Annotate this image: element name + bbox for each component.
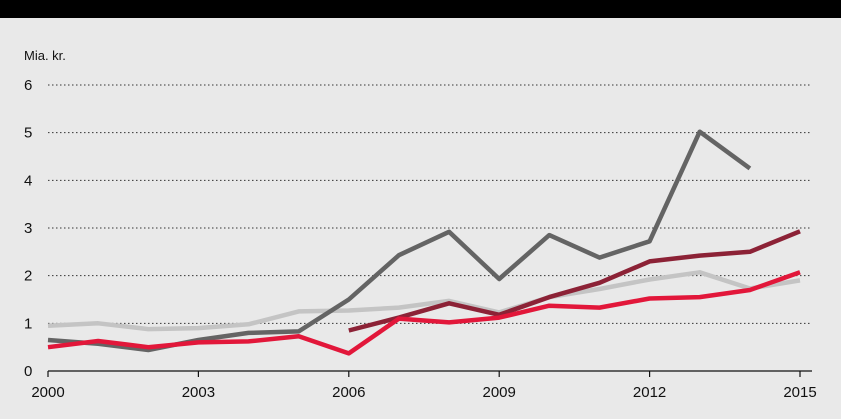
y-tick-label: 0 — [24, 363, 32, 380]
y-axis-unit-label: Mia. kr. — [24, 48, 66, 63]
y-tick-label: 3 — [24, 220, 32, 237]
x-axis-ticks: 2000 2003 2006 2009 2012 2015 — [31, 371, 817, 401]
series-line-1 — [47, 270, 801, 332]
x-tick-label: 2015 — [783, 384, 816, 401]
series-lines — [47, 129, 801, 356]
x-tick-label: 2006 — [332, 384, 365, 401]
y-tick-label: 4 — [24, 172, 32, 189]
gridlines — [48, 84, 812, 324]
x-tick-label: 2000 — [31, 384, 64, 401]
x-tick-label: 2003 — [182, 384, 215, 401]
x-tick-label: 2012 — [633, 384, 666, 401]
series-line-2 — [348, 229, 801, 333]
y-tick-label: 6 — [24, 77, 32, 94]
y-axis-ticks: 0 1 2 3 4 5 6 — [24, 77, 32, 380]
y-tick-label: 2 — [24, 268, 32, 285]
top-bar — [0, 0, 841, 18]
y-tick-label: 1 — [24, 315, 32, 332]
series-line-4 — [47, 270, 801, 356]
x-tick-label: 2009 — [483, 384, 516, 401]
y-tick-label: 5 — [24, 125, 32, 142]
